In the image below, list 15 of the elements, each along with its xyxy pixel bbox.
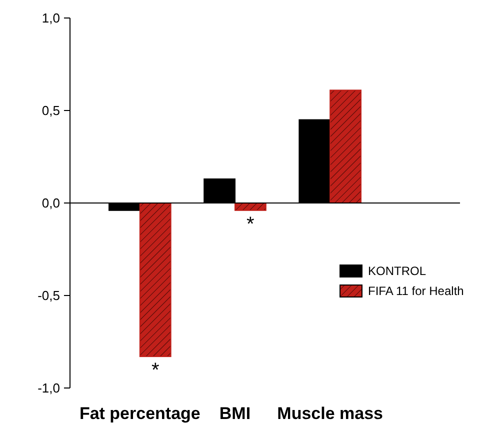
bar (234, 202, 266, 211)
y-tick-label: 0,0 (42, 196, 60, 211)
annotation: * (151, 360, 160, 382)
legend-label: KONTROL (368, 264, 426, 278)
bar (139, 202, 172, 358)
x-tick-label: Fat percentage (79, 404, 200, 423)
y-tick-label: 0,5 (42, 103, 60, 118)
annotation: * (246, 213, 255, 236)
y-tick-label: -0,5 (38, 288, 60, 304)
y-tick-label: -1,0 (38, 380, 60, 396)
y-tick-label: 1,0 (42, 10, 60, 26)
legend-label: FIFA 11 for Health (368, 284, 464, 298)
x-tick-label: BMI (219, 404, 251, 423)
bar (330, 90, 362, 204)
x-tick-label: Muscle mass (277, 404, 384, 423)
